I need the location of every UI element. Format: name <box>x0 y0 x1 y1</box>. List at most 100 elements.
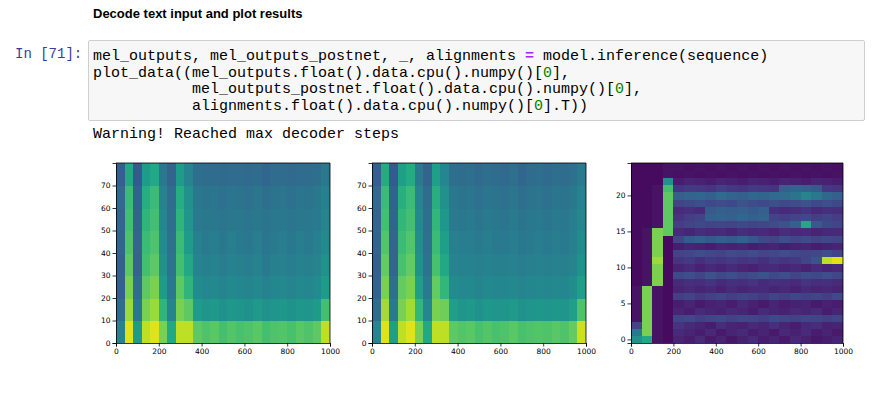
tick-mark <box>369 276 373 277</box>
heatmap-cell <box>184 208 193 231</box>
heatmap-cell <box>483 186 492 209</box>
tick: 50 <box>101 226 116 235</box>
heatmap-cell <box>758 213 769 221</box>
heatmap-cell <box>790 206 801 214</box>
heatmap-cell <box>705 314 716 322</box>
heatmap-cell <box>801 278 812 286</box>
heatmap-cell <box>509 231 518 254</box>
heatmap-cell <box>663 336 674 343</box>
heatmap-cell <box>779 336 790 343</box>
heatmap-cell <box>262 253 271 276</box>
heatmap-cell <box>535 321 544 344</box>
heatmap-cell <box>244 186 253 209</box>
heatmap-cell <box>705 336 716 343</box>
heatmap-cell <box>726 221 737 229</box>
heatmap-cell <box>526 231 535 254</box>
heatmap-cell <box>822 192 833 200</box>
heatmap-cell <box>518 276 527 299</box>
heatmap-cell <box>458 298 467 321</box>
heatmap-cell <box>801 206 812 214</box>
heatmap-cell <box>116 298 125 321</box>
heatmap-cell <box>466 321 475 344</box>
heatmap-cell <box>631 213 642 221</box>
heatmap-cell <box>552 298 561 321</box>
heatmap-cell <box>483 208 492 231</box>
heatmap-cell <box>423 163 432 186</box>
heatmap-cell <box>552 186 561 209</box>
heatmap-cell <box>466 186 475 209</box>
heatmap-cell <box>193 321 202 344</box>
frame-top <box>631 163 843 164</box>
heatmap-cell <box>726 293 737 301</box>
heatmap-cell <box>150 298 159 321</box>
heatmap-cell <box>716 242 727 250</box>
heatmap-cell <box>801 257 812 265</box>
heatmap-cell <box>398 163 407 186</box>
tick-label: 1000 <box>321 347 340 356</box>
heatmap-cell <box>313 208 322 231</box>
heatmap-cell <box>684 285 695 293</box>
heatmap-cell <box>296 298 305 321</box>
heatmap-cell <box>642 321 653 329</box>
heatmap-cell <box>673 264 684 272</box>
heatmap-cell <box>695 264 706 272</box>
heatmap-cell <box>432 186 441 209</box>
heatmap-cell <box>684 242 695 250</box>
heatmap-cell <box>737 163 748 171</box>
heatmap-cell <box>381 253 390 276</box>
heatmap-cell <box>509 208 518 231</box>
heatmap-cell <box>423 253 432 276</box>
code-token: 0 <box>534 98 543 115</box>
heatmap-cell <box>716 185 727 193</box>
heatmap-cell <box>652 213 663 221</box>
heatmap-cell <box>116 208 125 231</box>
tick-label: 40 <box>101 249 111 258</box>
heatmap-cell <box>705 285 716 293</box>
heatmap-cell <box>737 257 748 265</box>
tick-label: 10 <box>616 263 626 272</box>
heatmap-cell <box>822 163 833 171</box>
heatmap-cell <box>449 163 458 186</box>
heatmap-cell <box>652 242 663 250</box>
heatmap-cell <box>832 329 843 337</box>
heatmap-cell <box>758 293 769 301</box>
heatmap-cell <box>150 253 159 276</box>
heatmap-cell <box>142 163 151 186</box>
heatmap-cell <box>270 163 279 186</box>
heatmap-cell <box>801 177 812 185</box>
tick: 20 <box>357 294 372 303</box>
heatmap-cell <box>748 185 759 193</box>
heatmap-cell <box>535 231 544 254</box>
tick: 800 <box>537 343 552 356</box>
heatmap-cell <box>210 276 219 299</box>
tick-mark <box>113 298 117 299</box>
heatmap-cell <box>832 249 843 257</box>
heatmap-cell <box>695 329 706 337</box>
heatmap-cell <box>726 329 737 337</box>
heatmap-cell <box>811 293 822 301</box>
heatmap-cell <box>663 185 674 193</box>
heatmap-cell <box>631 228 642 236</box>
heatmap-cell <box>193 163 202 186</box>
heatmap-cell <box>631 177 642 185</box>
heatmap-cell <box>159 163 168 186</box>
heatmap-cell <box>296 231 305 254</box>
tick: 60 <box>101 204 116 213</box>
heatmap-cell <box>406 253 415 276</box>
tick: 0 <box>114 343 119 356</box>
heatmap-cell <box>321 298 330 321</box>
heatmap-cell <box>811 314 822 322</box>
heatmap-cell <box>475 163 484 186</box>
heatmap-cell <box>726 177 737 185</box>
heatmap-cell <box>492 298 501 321</box>
heatmap-cell <box>748 336 759 343</box>
heatmap-cell <box>705 307 716 315</box>
tick-label: 0 <box>106 339 111 348</box>
frame-right <box>330 163 331 343</box>
heatmap-cell <box>304 276 313 299</box>
heatmap-cell <box>822 271 833 279</box>
heatmap-cell <box>296 253 305 276</box>
code-line: mel_outputs, mel_outputs_postnet, _, ali… <box>93 49 768 66</box>
tick-label: 600 <box>238 347 253 356</box>
heatmap-cell <box>125 276 134 299</box>
